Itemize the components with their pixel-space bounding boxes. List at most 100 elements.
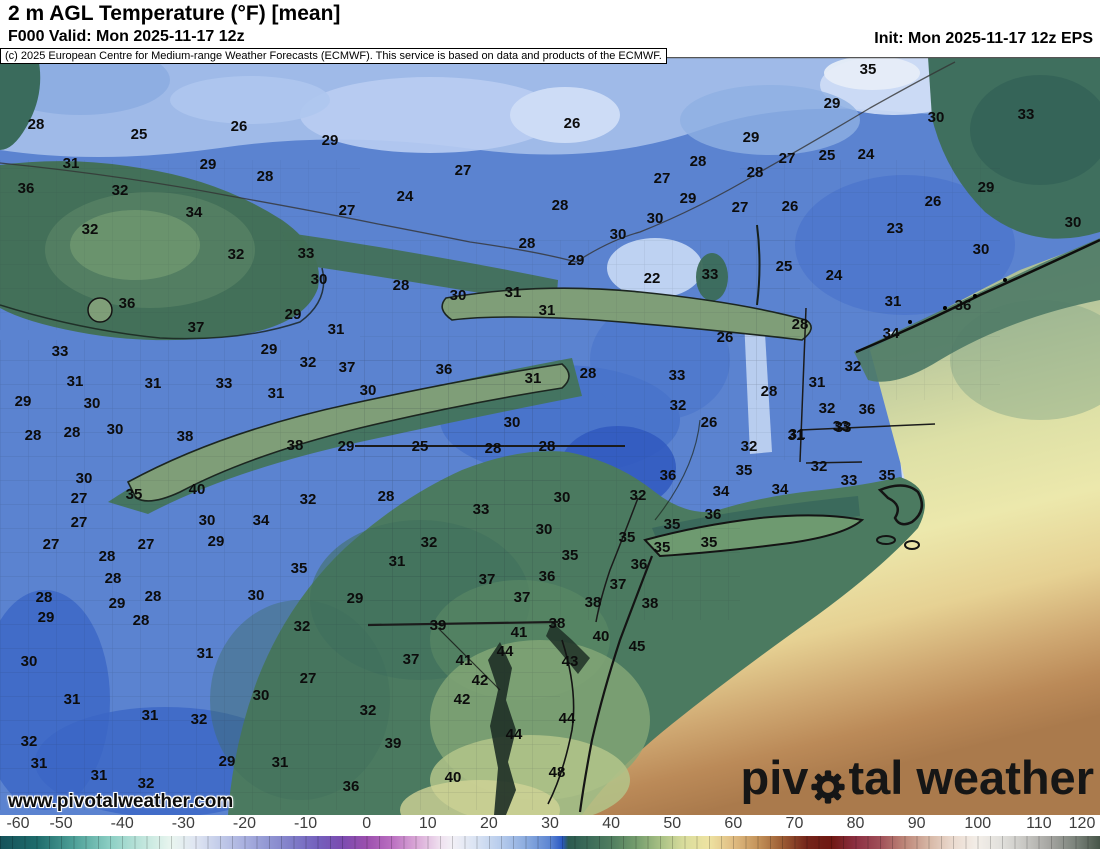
temperature-label: 31 [31, 755, 48, 772]
temperature-label: 40 [593, 628, 610, 645]
logo-text-tal-weather: tal weather [848, 751, 1094, 804]
temperature-label: 31 [197, 645, 214, 662]
temperature-label: 36 [660, 467, 677, 484]
colorbar-tick-row: -60 -50 -40 -30 -20 -10 0 10 20 30 40 50 60 70 80 90 100… [0, 815, 1100, 834]
temperature-label: 29 [347, 590, 364, 607]
temperature-label: 34 [713, 483, 730, 500]
temperature-map: 28 25 26 29 26 35 29 30 33 29 31 36 32 29 28 34 27 27 24 28… [0, 57, 1100, 815]
temperature-label: 26 [701, 414, 718, 431]
temperature-label: 31 [63, 155, 80, 172]
temperature-label: 30 [450, 287, 467, 304]
colorbar-tick: -30 [171, 815, 195, 832]
map-canvas: 28 25 26 29 26 35 29 30 33 29 31 36 32 29 28 34 27 27 24 28… [0, 57, 1100, 815]
colorbar-tick: 90 [907, 815, 926, 832]
temperature-label: 27 [300, 670, 317, 687]
temperature-label: 38 [549, 615, 566, 632]
temperature-label: 33 [833, 418, 850, 435]
temperature-label: 27 [138, 536, 155, 553]
temperature-label: 33 [669, 367, 686, 384]
temperature-label: 26 [564, 115, 581, 132]
colorbar-segments [0, 836, 1100, 849]
temperature-label: 31 [142, 707, 159, 724]
temperature-label: 30 [504, 414, 521, 431]
temperature-label: 36 [859, 401, 876, 418]
colorbar-tick: 80 [846, 815, 865, 832]
temperature-label: 28 [519, 235, 536, 252]
temperature-label: 31 [788, 427, 805, 444]
temperature-label: 44 [506, 726, 523, 743]
temperature-label: 25 [131, 126, 148, 143]
init-time-label: Init: Mon 2025-11-17 12z EPS [874, 30, 1093, 47]
temperature-label: 37 [479, 571, 496, 588]
temperature-label: 29 [200, 156, 217, 173]
temperature-label: 35 [860, 61, 877, 78]
temperature-label: 30 [107, 421, 124, 438]
temperature-label: 28 [105, 570, 122, 587]
temperature-label: 29 [219, 753, 236, 770]
page-title: 2 m AGL Temperature (°F) [mean] [8, 2, 341, 25]
temperature-label: 29 [15, 393, 32, 410]
temperature-label: 28 [792, 316, 809, 333]
temperature-label: 35 [701, 534, 718, 551]
temperature-label: 35 [736, 462, 753, 479]
temperature-label: 24 [826, 267, 843, 284]
temperature-label: 31 [91, 767, 108, 784]
colorbar [0, 836, 1100, 849]
temperature-label: 33 [216, 375, 233, 392]
colorbar-tick: 50 [663, 815, 682, 832]
temperature-label: 39 [430, 617, 447, 634]
temperature-label: 32 [421, 534, 438, 551]
temperature-label: 35 [562, 547, 579, 564]
temperature-label: 30 [610, 226, 627, 243]
temperature-label: 44 [497, 643, 514, 660]
temperature-label: 31 [789, 426, 806, 443]
temperature-label: 28 [552, 197, 569, 214]
temperature-label: 29 [680, 190, 697, 207]
temperature-label: 28 [378, 488, 395, 505]
temperature-label: 30 [647, 210, 664, 227]
temperature-label: 24 [397, 188, 414, 205]
temperature-label: 28 [28, 116, 45, 133]
temperature-label: 30 [253, 687, 270, 704]
temperature-label: 29 [978, 179, 995, 196]
temperature-label: 32 [670, 397, 687, 414]
temperature-label: 27 [71, 490, 88, 507]
temperature-label: 32 [845, 358, 862, 375]
temperature-label: 22 [644, 270, 661, 287]
temperature-label: 31 [885, 293, 902, 310]
temperature-label: 32 [21, 733, 38, 750]
temperature-label: 32 [191, 711, 208, 728]
temperature-label: 37 [339, 359, 356, 376]
colorbar-tick: -50 [49, 815, 73, 832]
temperature-label: 29 [338, 438, 355, 455]
temperature-label: 27 [455, 162, 472, 179]
temperature-label: 32 [300, 491, 317, 508]
colorbar-tick: 40 [602, 815, 621, 832]
colorbar-tick: 20 [479, 815, 498, 832]
temperature-label: 31 [328, 321, 345, 338]
temperature-label: 30 [360, 382, 377, 399]
temperature-label: 33 [1018, 106, 1035, 123]
temperature-label: 28 [690, 153, 707, 170]
temperature-label: 26 [925, 193, 942, 210]
temperature-label: 41 [511, 624, 528, 641]
colorbar-tick: -10 [293, 815, 318, 832]
temperature-label: 29 [322, 132, 339, 149]
temperature-label: 37 [188, 319, 205, 336]
temperature-label: 34 [772, 481, 789, 498]
temperature-label: 30 [311, 271, 328, 288]
temperature-label: 32 [300, 354, 317, 371]
temperature-label: 23 [887, 220, 904, 237]
watermark-url: www.pivotalweather.com [8, 791, 234, 812]
colorbar-tick: 70 [785, 815, 804, 832]
temperature-label: 37 [514, 589, 531, 606]
temperature-label: 25 [776, 258, 793, 275]
temperature-label: 28 [145, 588, 162, 605]
temperature-label: 48 [549, 764, 566, 781]
temperature-label: 28 [25, 427, 42, 444]
temperature-label: 28 [747, 164, 764, 181]
temperature-label: 30 [1065, 214, 1082, 231]
temperature-label: 40 [189, 481, 206, 498]
temperature-label: 31 [809, 374, 826, 391]
